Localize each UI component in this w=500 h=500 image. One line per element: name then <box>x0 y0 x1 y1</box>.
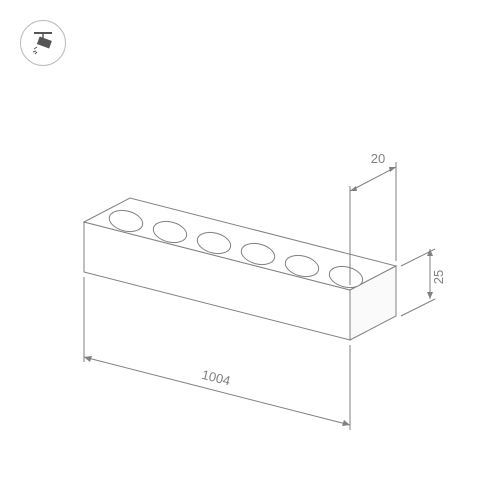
dim-depth-label: 20 <box>371 151 385 166</box>
technical-drawing: 20 25 1004 <box>0 0 500 500</box>
dim-length-line <box>84 357 350 425</box>
dim-length-label: 1004 <box>200 367 232 389</box>
dim-depth-line <box>350 167 396 191</box>
dim-height-label: 25 <box>431 270 446 284</box>
